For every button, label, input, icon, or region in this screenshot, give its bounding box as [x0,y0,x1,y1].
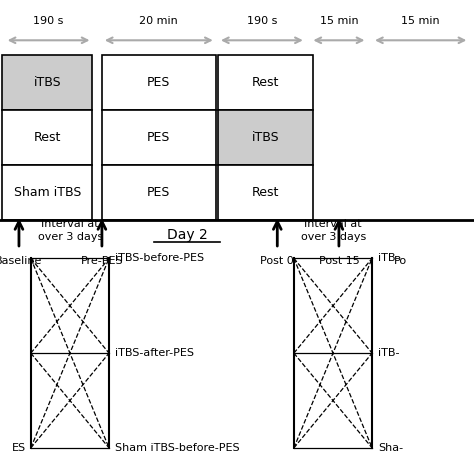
Text: iTBS: iTBS [252,131,279,144]
Text: Interval at
over 3 days: Interval at over 3 days [37,219,103,242]
Text: Sham iTBS-before-PES: Sham iTBS-before-PES [115,443,239,453]
Text: Pre-PES: Pre-PES [81,256,123,266]
Bar [2,55,92,110]
Text: Sham iTBS: Sham iTBS [14,186,81,199]
Text: Rest: Rest [252,186,279,199]
Text: 20 min: 20 min [139,16,178,27]
Text: iTBS-before-PES: iTBS-before-PES [115,253,204,264]
Text: Baseline: Baseline [0,256,43,266]
Bar [2,165,92,220]
Text: PES: PES [147,186,171,199]
Text: ES: ES [12,443,26,453]
Text: Day 2: Day 2 [167,228,208,242]
Text: Sha-: Sha- [378,443,403,453]
Bar [218,55,313,110]
Text: Post 0: Post 0 [260,256,294,266]
Text: iTB-: iTB- [378,253,399,264]
Text: iTBS: iTBS [34,76,61,89]
Text: Rest: Rest [252,76,279,89]
Text: 190 s: 190 s [33,16,64,27]
Text: Post 15: Post 15 [319,256,359,266]
Bar [2,110,92,165]
Text: 190 s: 190 s [246,16,277,27]
Bar [102,55,216,110]
Bar [218,110,313,165]
Text: Interval at
over 3 days: Interval at over 3 days [301,219,366,242]
Text: 15 min: 15 min [401,16,440,27]
Bar [218,165,313,220]
Bar [102,165,216,220]
Text: Rest: Rest [34,131,61,144]
Bar [102,110,216,165]
Text: iTBS-after-PES: iTBS-after-PES [115,348,194,358]
Text: iTB-: iTB- [378,348,399,358]
Text: PES: PES [147,76,171,89]
Text: 15 min: 15 min [319,16,358,27]
Text: PES: PES [147,131,171,144]
Text: Po: Po [394,256,407,266]
